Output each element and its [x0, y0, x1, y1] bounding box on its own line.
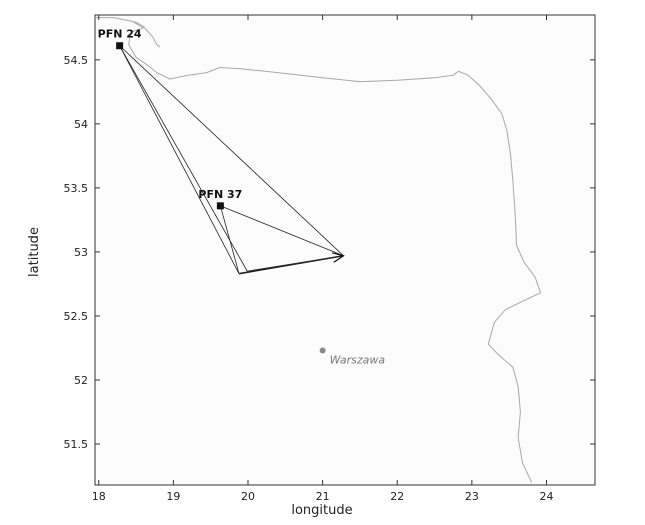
track-segment-5 — [219, 205, 240, 274]
track-segment-1 — [119, 45, 344, 257]
y-tick-label-52: 52 — [74, 374, 88, 387]
x-tick-label-20: 20 — [241, 490, 255, 503]
station-label-1: PFN 24 — [98, 28, 142, 41]
x-tick-label-22: 22 — [390, 490, 404, 503]
x-axis-label: longitude — [291, 503, 352, 518]
station-marker-2 — [216, 202, 224, 210]
x-tick-label-24: 24 — [539, 490, 553, 503]
x-tick-label-23: 23 — [465, 490, 479, 503]
hel-peninsula-line — [134, 20, 161, 48]
coastline-line — [95, 17, 542, 483]
plot-area — [94, 14, 596, 486]
x-tick-label-21: 21 — [316, 490, 330, 503]
y-tick-label-54: 54 — [74, 118, 88, 131]
y-tick-label-52.5: 52.5 — [64, 310, 89, 323]
marker-layer: PFN 24 PFN 37 Warszawa — [98, 28, 386, 367]
y-tick-label-51.5: 51.5 — [64, 438, 89, 451]
x-tick-label-19: 19 — [166, 490, 180, 503]
track-layer — [119, 45, 344, 275]
station-label-2: PFN 37 — [198, 188, 242, 201]
coastline-layer — [95, 17, 542, 483]
track-segment-2 — [119, 45, 248, 272]
y-tick-label-53.5: 53.5 — [64, 182, 89, 195]
track-segment-4 — [220, 205, 344, 257]
track-segment-7 — [238, 256, 343, 275]
city-marker-1 — [319, 347, 326, 354]
city-label-1: Warszawa — [330, 354, 386, 367]
y-tick-label-53: 53 — [74, 246, 88, 259]
tick-layer: 18 19 20 21 22 23 24 51.5 52 52.5 53 53.5 54 54.5 — [64, 15, 595, 503]
station-marker-1 — [116, 42, 124, 50]
y-axis-label: latitude — [27, 227, 42, 277]
track-segment-3 — [119, 45, 240, 274]
x-tick-label-18: 18 — [92, 490, 106, 503]
y-tick-label-54.5: 54.5 — [64, 54, 89, 67]
